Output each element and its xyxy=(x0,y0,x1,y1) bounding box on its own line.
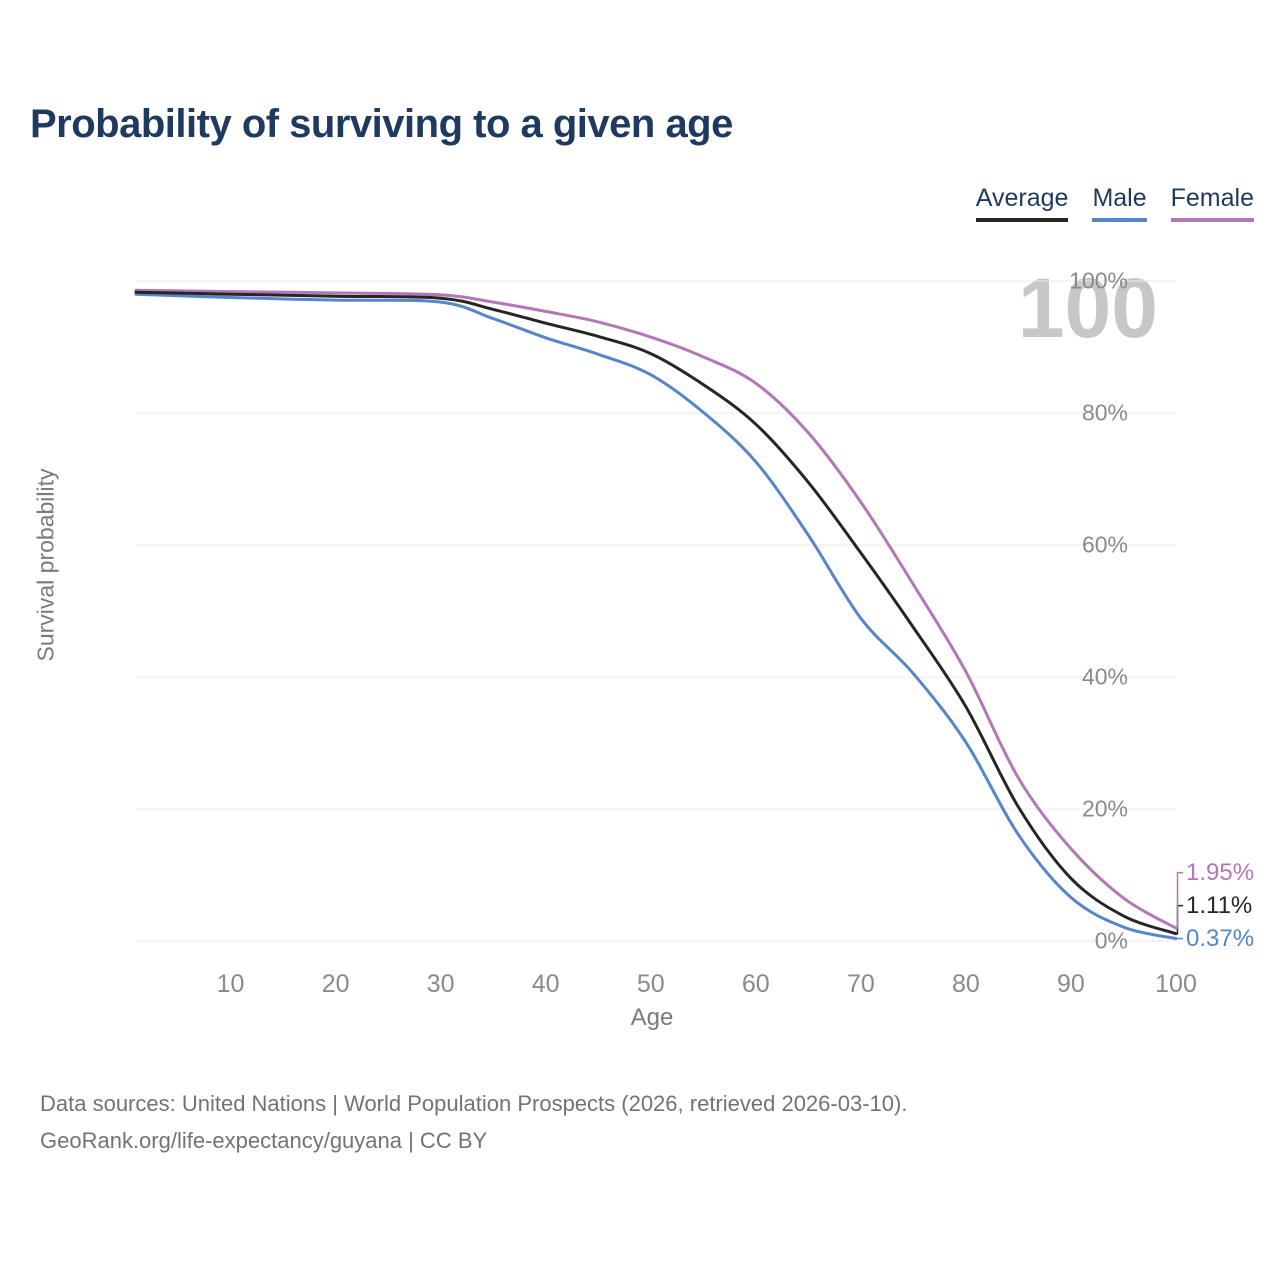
footer-attribution: GeoRank.org/life-expectancy/guyana | CC … xyxy=(40,1127,488,1153)
x-tick-label-70: 70 xyxy=(846,970,875,998)
series-line-male xyxy=(134,292,1178,941)
x-tick-label-50: 50 xyxy=(636,970,665,998)
x-tick-label-60: 60 xyxy=(741,970,770,998)
x-axis-title: Age xyxy=(630,1004,674,1031)
series-line-female xyxy=(134,288,1178,930)
end-label-connector-female xyxy=(1176,871,1183,929)
end-value-label-average: 1.11% xyxy=(1186,891,1253,919)
x-tick-label-100: 100 xyxy=(1155,970,1197,998)
end-value-label-female: 1.95% xyxy=(1186,858,1255,886)
x-tick-label-90: 90 xyxy=(1057,970,1085,998)
y-tick-label-80%: 80% xyxy=(1081,399,1128,426)
y-tick-label-100%: 100% xyxy=(1069,267,1128,294)
legend-item-male[interactable]: Male xyxy=(1092,184,1147,222)
legend-item-average[interactable]: Average xyxy=(975,184,1069,222)
x-tick-label-20: 20 xyxy=(321,970,350,998)
x-tick-label-80: 80 xyxy=(951,970,980,998)
hovered-age-indicator: 100 xyxy=(1017,261,1158,355)
x-tick-label-30: 30 xyxy=(426,970,455,998)
y-tick-label-40%: 40% xyxy=(1081,663,1128,690)
y-tick-label-60%: 60% xyxy=(1081,531,1128,558)
x-tick-label-10: 10 xyxy=(216,970,245,998)
legend: Average Male Female xyxy=(975,184,1254,222)
chart-title: Probability of surviving to a given age xyxy=(30,102,733,146)
footer-data-sources: Data sources: United Nations | World Pop… xyxy=(40,1091,908,1116)
x-tick-label-40: 40 xyxy=(531,970,560,998)
legend-item-female[interactable]: Female xyxy=(1170,184,1254,222)
y-tick-label-20%: 20% xyxy=(1081,795,1128,822)
end-value-label-male: 0.37% xyxy=(1186,924,1255,952)
footer: Data sources: United Nations | World Pop… xyxy=(40,1086,907,1160)
y-tick-label-0%: 0% xyxy=(1094,927,1128,954)
series-line-average xyxy=(134,290,1178,936)
